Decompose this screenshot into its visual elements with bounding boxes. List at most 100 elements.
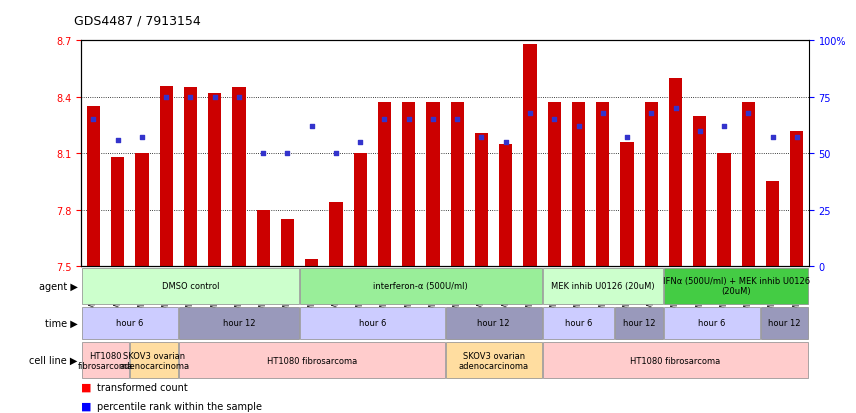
Point — [499, 139, 513, 146]
Bar — [135, 154, 149, 266]
Point — [474, 135, 488, 141]
Bar — [281, 219, 294, 266]
Point — [596, 110, 609, 116]
Bar — [596, 103, 609, 266]
Bar — [523, 45, 537, 266]
Point — [426, 117, 440, 123]
Text: HT1080 fibrosarcoma: HT1080 fibrosarcoma — [266, 356, 357, 365]
Point — [281, 150, 294, 157]
Bar — [548, 103, 561, 266]
Text: ■: ■ — [81, 382, 92, 392]
Bar — [693, 116, 706, 266]
Bar — [305, 259, 318, 266]
Point — [620, 135, 633, 141]
Bar — [86, 107, 100, 266]
Point — [329, 150, 342, 157]
Bar — [717, 154, 731, 266]
Bar — [377, 103, 391, 266]
Bar — [208, 94, 222, 266]
Text: SKOV3 ovarian
adenocarcinoma: SKOV3 ovarian adenocarcinoma — [459, 351, 529, 370]
Text: interferon-α (500U/ml): interferon-α (500U/ml) — [373, 282, 468, 290]
Point — [401, 117, 415, 123]
Point — [183, 94, 197, 101]
Bar — [179, 342, 444, 378]
Bar — [300, 307, 444, 339]
Bar — [426, 103, 440, 266]
Bar — [645, 103, 658, 266]
Bar — [159, 86, 173, 266]
Bar — [621, 142, 633, 266]
Bar — [184, 88, 197, 266]
Text: transformed count: transformed count — [97, 382, 187, 392]
Bar — [130, 342, 178, 378]
Bar — [82, 307, 178, 339]
Text: hour 12: hour 12 — [478, 319, 510, 328]
Point — [256, 150, 270, 157]
Bar — [475, 133, 488, 266]
Bar — [766, 182, 779, 266]
Bar — [330, 203, 342, 266]
Point — [669, 105, 682, 112]
Point — [305, 123, 318, 130]
Bar — [741, 103, 755, 266]
Bar — [179, 307, 299, 339]
Point — [790, 135, 804, 141]
Point — [110, 137, 125, 144]
Text: hour 12: hour 12 — [623, 319, 656, 328]
Bar — [354, 154, 367, 266]
Bar — [82, 268, 299, 304]
Bar — [572, 103, 586, 266]
Point — [572, 123, 586, 130]
Point — [523, 110, 537, 116]
Point — [645, 110, 658, 116]
Text: hour 12: hour 12 — [769, 319, 801, 328]
Bar — [300, 268, 542, 304]
Bar — [664, 307, 760, 339]
Bar — [615, 307, 663, 339]
Point — [86, 117, 100, 123]
Bar — [543, 307, 615, 339]
Point — [765, 135, 779, 141]
Point — [547, 117, 561, 123]
Text: hour 6: hour 6 — [116, 319, 144, 328]
Text: hour 6: hour 6 — [359, 319, 386, 328]
Bar — [446, 342, 542, 378]
Bar — [499, 145, 513, 266]
Text: HT1080 fibrosarcoma: HT1080 fibrosarcoma — [630, 356, 721, 365]
Text: hour 6: hour 6 — [565, 319, 592, 328]
Point — [377, 117, 391, 123]
Point — [741, 110, 755, 116]
Text: SKOV3 ovarian
adenocarcinoma: SKOV3 ovarian adenocarcinoma — [119, 351, 189, 370]
Bar — [543, 268, 663, 304]
Text: percentile rank within the sample: percentile rank within the sample — [97, 401, 262, 411]
Bar — [543, 342, 808, 378]
Point — [135, 135, 149, 141]
Bar — [669, 79, 682, 266]
Bar — [257, 210, 270, 266]
Text: agent ▶: agent ▶ — [39, 281, 78, 291]
Bar — [111, 158, 124, 266]
Point — [717, 123, 731, 130]
Bar — [402, 103, 415, 266]
Text: time ▶: time ▶ — [45, 318, 78, 328]
Text: hour 6: hour 6 — [698, 319, 726, 328]
Text: DMSO control: DMSO control — [162, 282, 219, 290]
Bar — [232, 88, 246, 266]
Bar — [446, 307, 542, 339]
Bar — [450, 103, 464, 266]
Bar — [790, 131, 804, 266]
Text: MEK inhib U0126 (20uM): MEK inhib U0126 (20uM) — [551, 282, 655, 290]
Bar — [761, 307, 808, 339]
Text: cell line ▶: cell line ▶ — [29, 355, 78, 366]
Point — [450, 117, 464, 123]
Text: hour 12: hour 12 — [223, 319, 255, 328]
Text: GDS4487 / 7913154: GDS4487 / 7913154 — [74, 15, 201, 28]
Point — [354, 139, 367, 146]
Point — [693, 128, 706, 135]
Text: HT1080
fibrosarcoma: HT1080 fibrosarcoma — [78, 351, 134, 370]
Bar — [82, 342, 129, 378]
Text: ■: ■ — [81, 401, 92, 411]
Point — [232, 94, 246, 101]
Text: IFNα (500U/ml) + MEK inhib U0126
(20uM): IFNα (500U/ml) + MEK inhib U0126 (20uM) — [663, 277, 810, 295]
Bar — [664, 268, 808, 304]
